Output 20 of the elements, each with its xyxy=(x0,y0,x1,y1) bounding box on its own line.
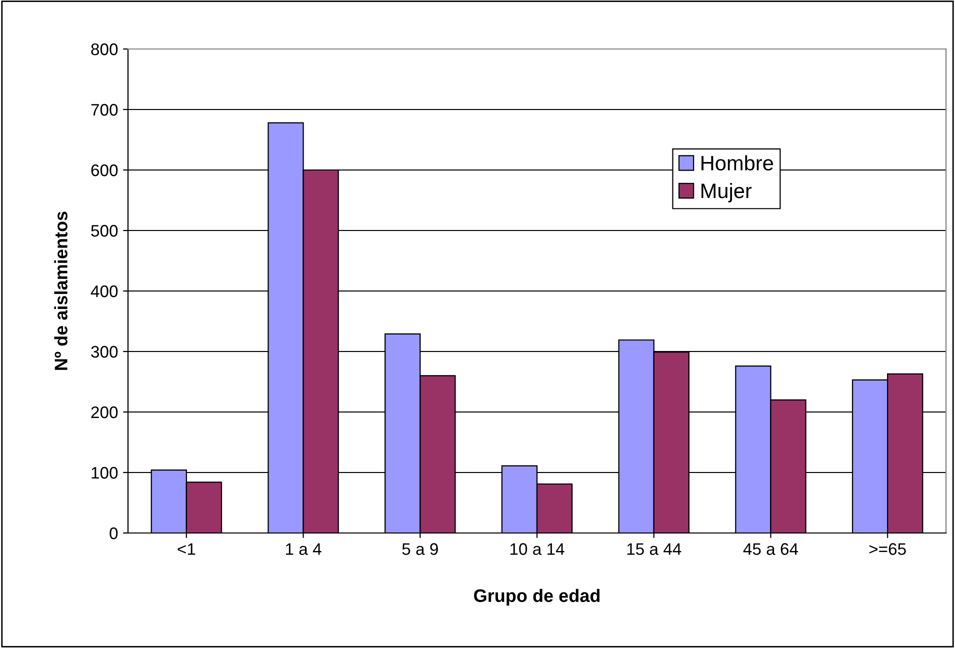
x-tick-label: 10 a 14 xyxy=(510,543,564,555)
x-tick-label: 5 a 9 xyxy=(402,543,438,555)
x-tick-label: 15 a 44 xyxy=(627,543,682,555)
y-tick-label: 400 xyxy=(90,285,118,298)
legend-label: Mujer xyxy=(702,182,752,202)
y-tick-label: 300 xyxy=(91,346,118,358)
y-tick-label: 100 xyxy=(92,466,118,479)
y-tick-label: 800 xyxy=(91,43,118,56)
y-tick-label: 700 xyxy=(91,104,118,116)
legend-label: Hombre xyxy=(702,155,773,171)
y-axis-title: Nº de aislamientos xyxy=(54,212,68,370)
x-tick-label: 1 a 4 xyxy=(286,543,322,555)
x-tick-label: >=65 xyxy=(869,543,906,555)
y-tick-label: 500 xyxy=(91,224,118,237)
y-tick-label: 0 xyxy=(110,527,118,540)
x-tick-label: 45 a 64 xyxy=(743,543,798,555)
y-tick-label: 200 xyxy=(91,406,118,418)
x-axis-title: Grupo de edad xyxy=(474,588,600,606)
x-tick-label: <1 xyxy=(178,543,196,555)
y-tick-label: 600 xyxy=(91,164,118,176)
